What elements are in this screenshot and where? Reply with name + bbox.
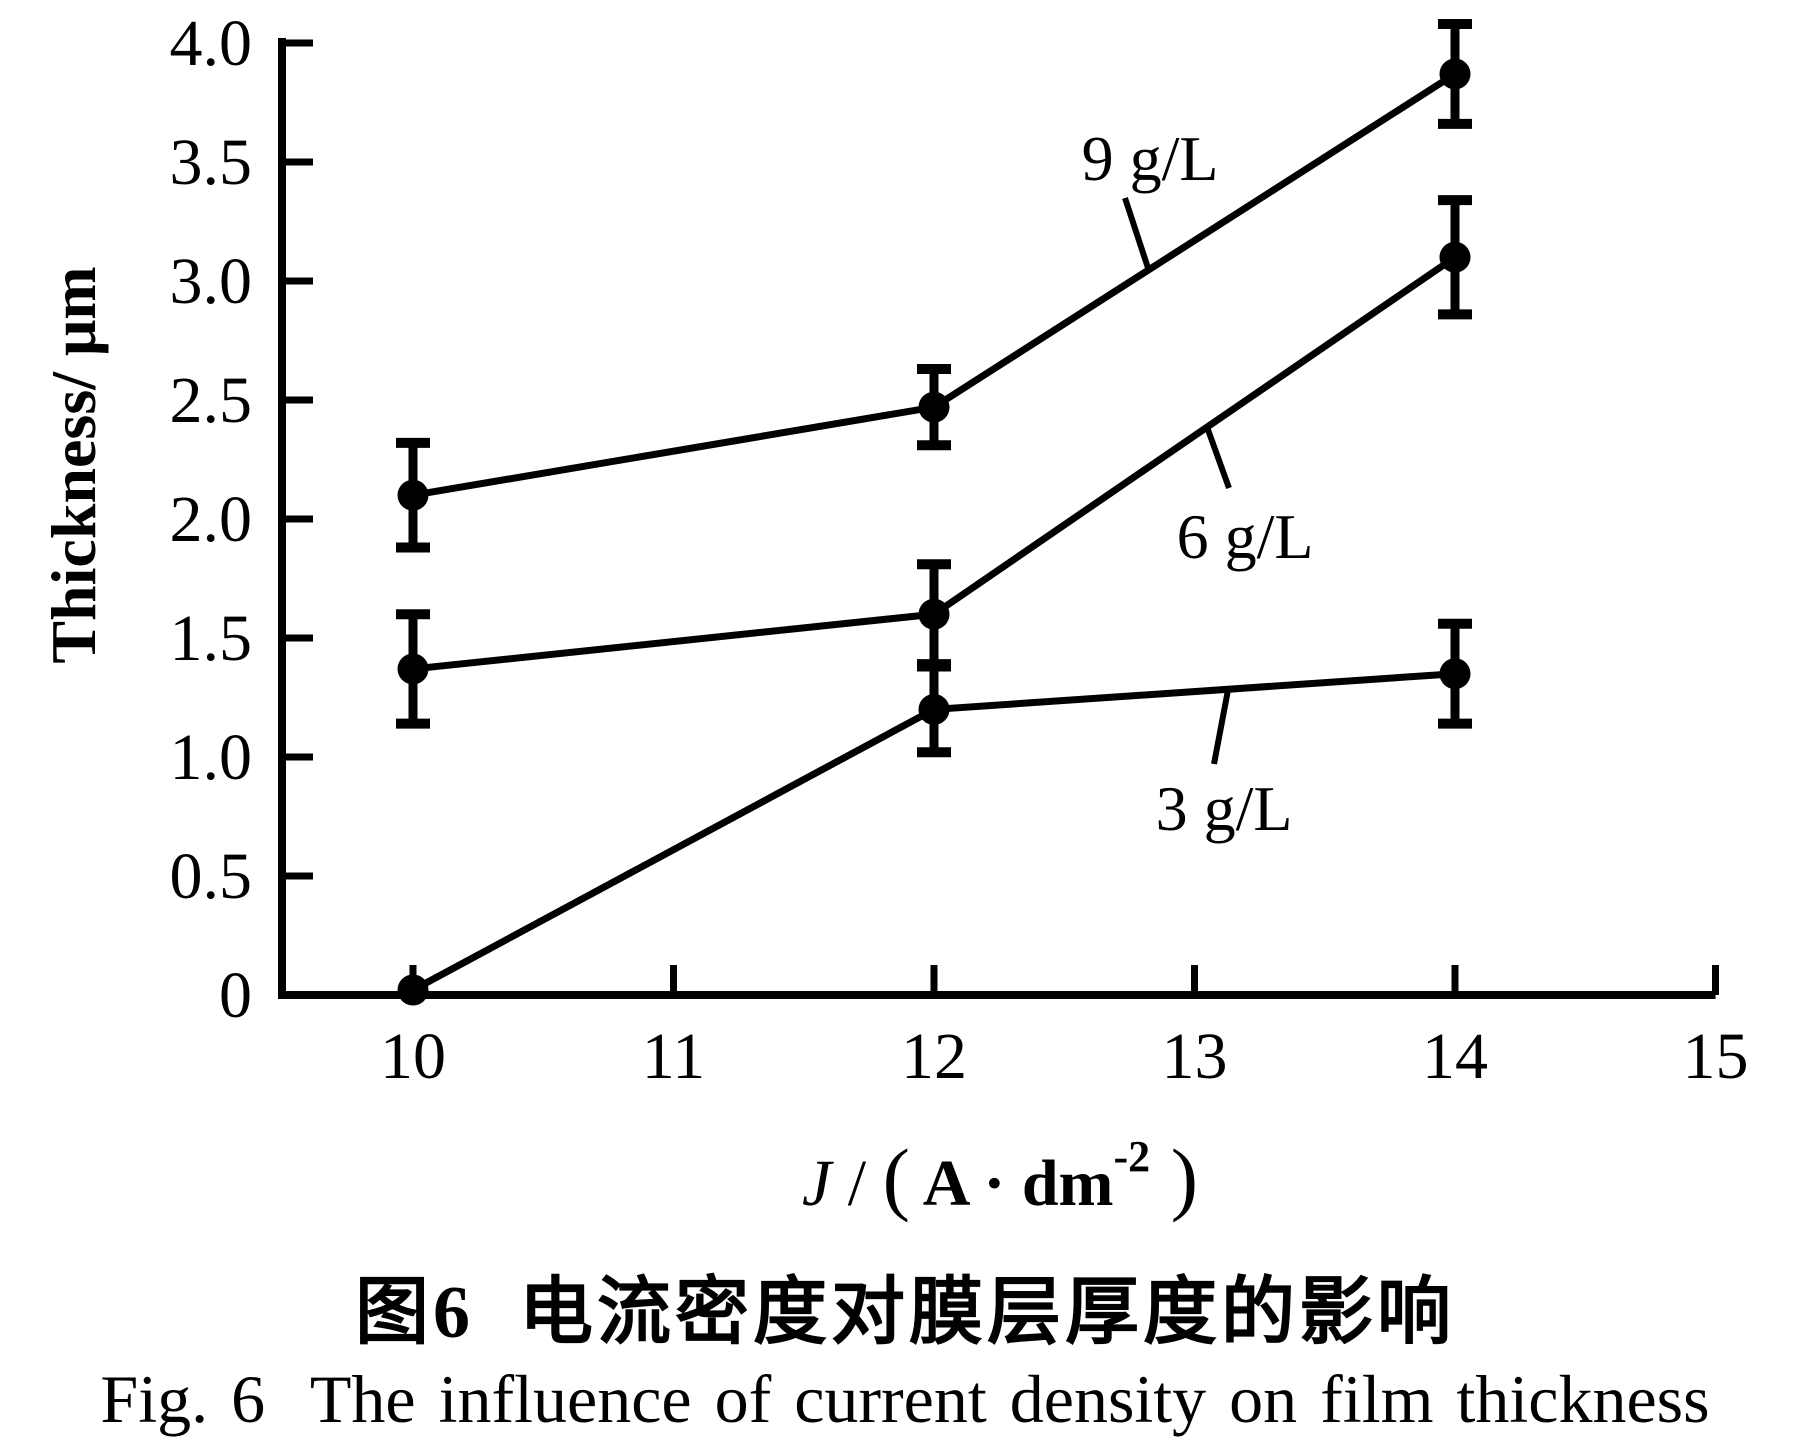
y-tick-label: 3.5 <box>170 126 253 199</box>
x-axis-label: J / ( A · dm-2 ) <box>802 1132 1198 1223</box>
x-tick-label: 15 <box>1683 1020 1749 1093</box>
data-point <box>918 693 950 725</box>
data-point <box>918 598 950 630</box>
x-tick-label: 11 <box>642 1020 706 1093</box>
y-axis-label: Thickness/ μm <box>38 266 109 663</box>
y-tick-label: 2.0 <box>170 483 253 556</box>
y-tick-label: 4.0 <box>170 7 253 80</box>
thickness-vs-current-density-chart: 0 0.5 1.0 1.5 2.0 2.5 3.0 3.5 4.0 10 11 12 13 14 15 Thi… <box>38 7 1749 1223</box>
caption-english: Fig. 6 The influence of current density … <box>100 1361 1710 1437</box>
y-tick-label: 1.5 <box>170 602 253 675</box>
y-tick-label: 2.5 <box>170 364 253 437</box>
x-tick-label: 13 <box>1162 1020 1228 1093</box>
data-point <box>397 479 429 511</box>
series-label-3-g-l: 3 g/L <box>1156 773 1293 844</box>
axes <box>278 38 1716 999</box>
y-tick-label: 3.0 <box>170 245 253 318</box>
y-tick-label: 1.0 <box>170 721 253 794</box>
y-tick-label: 0 <box>219 959 252 1032</box>
data-point <box>1439 658 1471 690</box>
data-point <box>918 391 950 423</box>
data-point <box>1439 58 1471 90</box>
data-point <box>397 974 429 1006</box>
series-label-callout <box>1211 689 1231 765</box>
x-tick-label: 10 <box>380 1020 446 1093</box>
series-label-callout <box>1204 425 1232 490</box>
series-label-callout <box>1122 197 1151 269</box>
y-tick-label: 0.5 <box>170 840 253 913</box>
x-tick-label: 14 <box>1422 1020 1488 1093</box>
x-tick-label: 12 <box>901 1020 967 1093</box>
caption-chinese: 图6 电流密度对膜层厚度的影响 <box>355 1272 1455 1354</box>
series-label-6-g-l: 6 g/L <box>1177 501 1314 572</box>
data-point <box>1439 241 1471 273</box>
data-point <box>397 653 429 685</box>
series-label-9-g-l: 9 g/L <box>1082 123 1219 194</box>
